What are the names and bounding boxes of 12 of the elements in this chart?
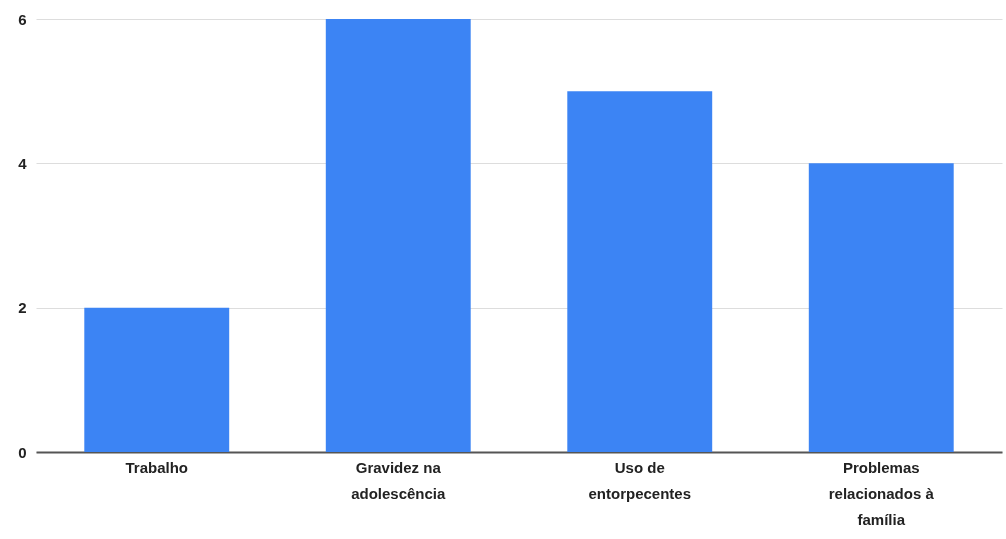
- bar: [84, 307, 230, 452]
- x-tick-label: Problemas relacionados à família: [828, 458, 935, 528]
- x-tick-label: Uso de entorpecentes: [588, 458, 692, 502]
- bar: [808, 163, 954, 452]
- y-tick-label: 0: [18, 443, 27, 461]
- y-tick-label: 2: [18, 299, 27, 317]
- x-tick-label: Trabalho: [125, 458, 189, 476]
- y-tick-label: 6: [18, 10, 27, 28]
- bar: [567, 91, 713, 452]
- y-tick-label: 4: [18, 154, 28, 172]
- x-tick-label: Gravidez na adolescência: [351, 458, 447, 502]
- bar: [325, 19, 471, 452]
